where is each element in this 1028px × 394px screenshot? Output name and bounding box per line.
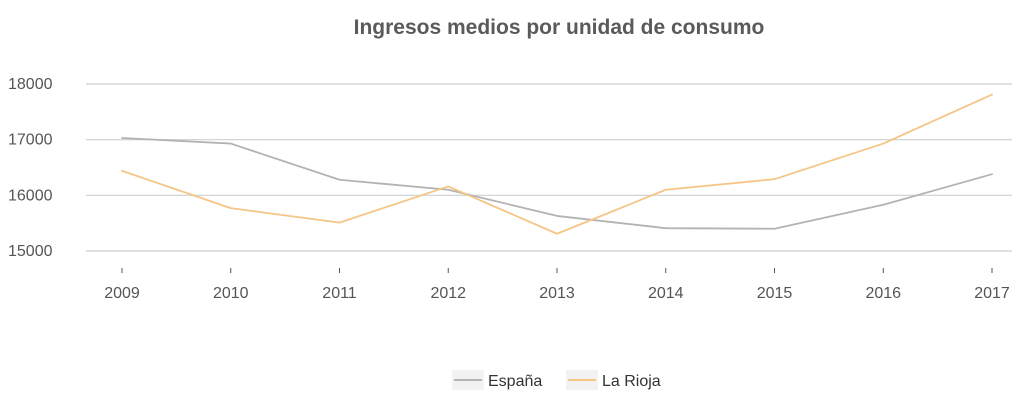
y-tick-label: 17000 [8, 132, 53, 149]
series-lines [120, 93, 994, 236]
data-point [881, 142, 885, 146]
x-tick-label: 2017 [974, 285, 1010, 302]
data-point [338, 221, 342, 225]
y-axis-ticks: 15000 16000 17000 18000 [8, 76, 53, 260]
x-tick-label: 2015 [757, 285, 793, 302]
data-point [773, 227, 777, 231]
x-tick-label: 2014 [648, 285, 684, 302]
x-tick-label: 2009 [104, 285, 140, 302]
data-point [881, 203, 885, 207]
legend-label: España [488, 373, 542, 390]
y-tick-label: 15000 [8, 243, 53, 260]
grid-lines [86, 83, 1012, 252]
data-point [664, 188, 668, 192]
chart-title: Ingresos medios por unidad de consumo [354, 16, 765, 39]
data-point [555, 214, 559, 218]
series-line-la-rioja [121, 93, 993, 235]
data-point [664, 226, 668, 230]
y-tick-label: 18000 [8, 76, 53, 93]
legend-label: La Rioja [602, 373, 661, 390]
series-line-espana [121, 137, 993, 230]
x-tick-label: 2011 [322, 285, 357, 302]
data-point [229, 206, 233, 210]
x-tick-label: 2013 [539, 285, 575, 302]
x-tick-label: 2016 [865, 285, 901, 302]
x-tick-label: 2010 [213, 285, 249, 302]
y-tick-label: 16000 [8, 187, 53, 204]
data-point [446, 184, 450, 188]
data-point [990, 172, 994, 176]
data-point [338, 178, 342, 182]
data-point [229, 142, 233, 146]
data-point [555, 232, 559, 236]
x-axis-ticks: 2009 2010 2011 2012 2013 2014 2015 2016 2017 [104, 268, 1010, 302]
legend: España La Rioja [452, 370, 661, 390]
data-point [120, 136, 124, 140]
data-point [773, 177, 777, 181]
x-tick-label: 2012 [430, 285, 466, 302]
data-point [120, 169, 124, 173]
data-point [990, 93, 994, 97]
